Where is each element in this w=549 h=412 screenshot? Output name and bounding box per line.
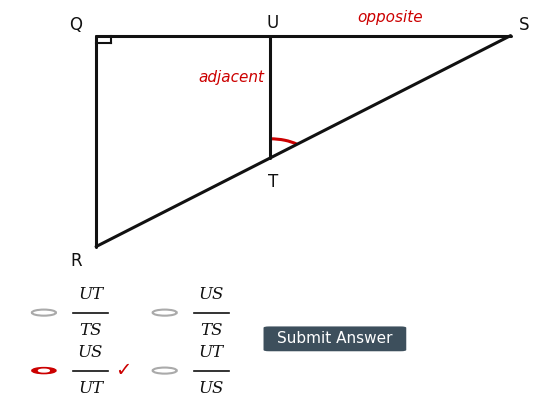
Text: ✓: ✓ [115, 361, 132, 380]
FancyBboxPatch shape [264, 326, 406, 351]
Text: R: R [71, 252, 82, 270]
Text: UT: UT [199, 344, 224, 361]
Text: adjacent: adjacent [199, 70, 265, 85]
Text: UT: UT [78, 286, 103, 303]
Text: TS: TS [200, 322, 222, 339]
Text: opposite: opposite [357, 9, 423, 25]
Text: T: T [268, 173, 278, 191]
Text: US: US [199, 380, 224, 397]
Text: Q: Q [69, 16, 82, 34]
Text: S: S [519, 16, 529, 34]
Text: US: US [78, 344, 103, 361]
Circle shape [32, 368, 56, 374]
Text: Submit Answer: Submit Answer [277, 331, 393, 346]
Text: TS: TS [80, 322, 102, 339]
Text: U: U [267, 14, 279, 31]
Circle shape [38, 369, 49, 372]
Text: US: US [199, 286, 224, 303]
Text: UT: UT [78, 380, 103, 397]
